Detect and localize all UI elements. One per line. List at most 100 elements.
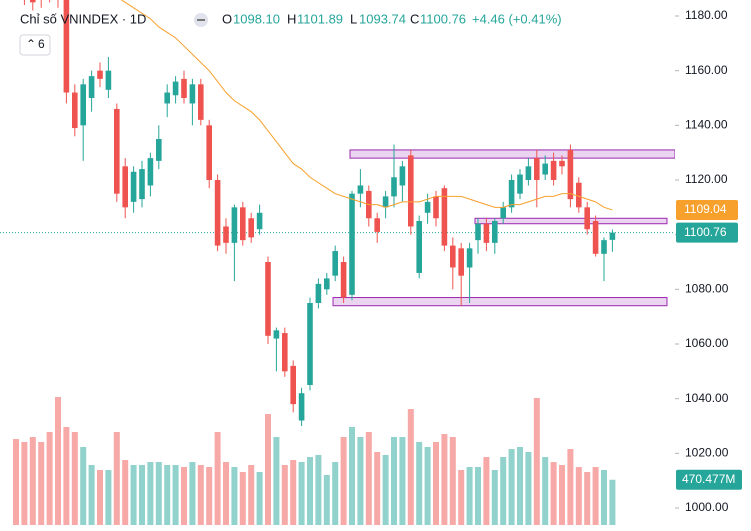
volume-bar bbox=[206, 467, 213, 525]
y-tick-label: 1040.00 bbox=[685, 391, 729, 405]
volume-bar bbox=[130, 464, 137, 525]
candle-body bbox=[122, 166, 128, 208]
candle-body bbox=[290, 365, 296, 405]
volume-bar bbox=[391, 437, 397, 525]
candle-body bbox=[466, 248, 473, 268]
volume-bar bbox=[433, 442, 439, 525]
volume-bar bbox=[349, 427, 355, 525]
candle-body bbox=[332, 251, 338, 276]
volume-bar bbox=[441, 434, 448, 525]
candle-body bbox=[282, 333, 288, 372]
indicator-toggle[interactable] bbox=[19, 34, 51, 56]
volume-bar bbox=[139, 464, 145, 525]
candle-body bbox=[206, 125, 212, 180]
candle-body bbox=[609, 232, 616, 240]
volume-bar bbox=[256, 472, 263, 525]
volume-bar bbox=[592, 467, 599, 525]
volume-bar bbox=[323, 474, 330, 525]
volume-bar bbox=[382, 454, 389, 525]
volume-bar bbox=[38, 442, 45, 525]
candle-body bbox=[298, 393, 305, 421]
volume-bar bbox=[357, 437, 364, 525]
volume-bar bbox=[458, 469, 465, 525]
volume-bar bbox=[559, 464, 565, 525]
volume-bar bbox=[550, 462, 557, 525]
volume-bar bbox=[214, 432, 221, 525]
low-key: L bbox=[350, 11, 357, 26]
candle-body bbox=[30, 0, 36, 3]
candle-body bbox=[198, 84, 204, 120]
candle-body bbox=[72, 92, 78, 129]
volume-bar bbox=[475, 467, 481, 525]
candle-body bbox=[88, 76, 95, 98]
volume-bar bbox=[449, 437, 456, 525]
volume-bar bbox=[13, 439, 19, 525]
volume-bar bbox=[147, 462, 154, 525]
candle-body bbox=[517, 174, 523, 194]
candle-body bbox=[80, 84, 86, 126]
candle-body bbox=[105, 70, 112, 90]
volume-bar bbox=[567, 449, 574, 525]
candle-body bbox=[424, 201, 431, 213]
candle-body bbox=[391, 177, 397, 197]
candle-body bbox=[147, 158, 154, 186]
volume-bar bbox=[584, 472, 591, 525]
candle-body bbox=[256, 212, 263, 230]
volume-bar bbox=[239, 472, 246, 525]
volume-bar bbox=[332, 462, 339, 525]
close-key: C bbox=[410, 11, 419, 26]
candle-body bbox=[500, 207, 506, 219]
volume-pane bbox=[13, 397, 616, 525]
volume-bar bbox=[491, 469, 498, 525]
volume-bar bbox=[231, 467, 238, 525]
candle-body bbox=[601, 240, 607, 254]
candle-body bbox=[114, 108, 120, 194]
volume-bar bbox=[575, 467, 582, 525]
close-value: 1100.76 bbox=[420, 11, 466, 26]
volume-bar bbox=[164, 464, 171, 525]
volume-bar bbox=[197, 464, 204, 525]
candle-body bbox=[340, 262, 347, 298]
y-tick-label: 1160.00 bbox=[685, 63, 728, 77]
candle-body bbox=[508, 180, 515, 208]
candle-body bbox=[550, 160, 557, 180]
volume-bar bbox=[29, 437, 36, 525]
candle-body bbox=[441, 188, 448, 246]
volume-bar bbox=[46, 432, 53, 525]
volume-bar bbox=[542, 457, 549, 525]
high-value: 1101.89 bbox=[297, 11, 343, 26]
candle-body bbox=[433, 196, 439, 219]
candle-body bbox=[525, 166, 532, 180]
volume-bar bbox=[71, 432, 78, 525]
volume-tag-bg bbox=[676, 469, 742, 490]
candle-body bbox=[584, 207, 590, 230]
volume-bar bbox=[517, 447, 523, 525]
volume-bar bbox=[21, 442, 28, 525]
volume-bar bbox=[122, 459, 129, 525]
last-price-tag: 1100.76 bbox=[684, 225, 727, 239]
candle-body bbox=[164, 92, 170, 104]
ma-price-tag: 1109.04 bbox=[684, 202, 727, 216]
volume-bar bbox=[340, 437, 347, 525]
volume-bar bbox=[315, 454, 322, 525]
volume-bar bbox=[155, 462, 162, 525]
ma-price-tag-bg bbox=[676, 199, 738, 220]
price-pane bbox=[0, 0, 675, 426]
open-key: O bbox=[222, 11, 232, 26]
volume-bar bbox=[80, 447, 87, 525]
candle-body bbox=[130, 171, 137, 202]
y-tick-label: 1020.00 bbox=[685, 446, 729, 460]
candle-body bbox=[567, 149, 574, 200]
y-tick-label: 1180.00 bbox=[685, 8, 728, 22]
candle-body bbox=[307, 303, 313, 385]
y-tick-label: 1000.00 bbox=[685, 500, 729, 514]
price-axis: 1000.00 1020.00 1040.00 1060.00 1080.00 1100.… bbox=[675, 8, 742, 514]
legend-area bbox=[0, 0, 675, 60]
candle-body bbox=[534, 158, 540, 180]
candle-body bbox=[97, 70, 103, 79]
volume-bar bbox=[601, 469, 607, 525]
symbol-title: Chỉ số VNINDEX · 1D bbox=[20, 11, 146, 26]
volume-bar bbox=[609, 479, 616, 525]
candle-body bbox=[240, 207, 246, 241]
volume-bar bbox=[55, 397, 61, 525]
